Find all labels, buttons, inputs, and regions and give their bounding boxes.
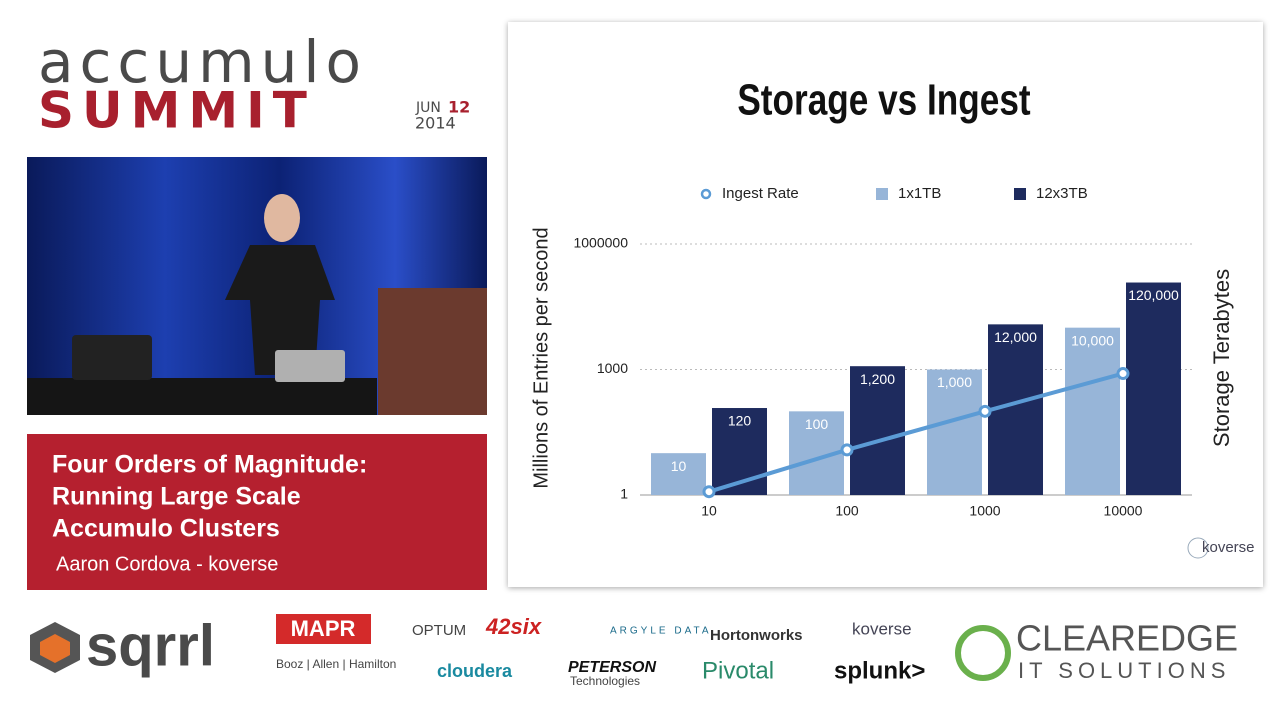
sponsor: Hortonworks [710, 627, 803, 644]
sponsor: MAPR [291, 616, 356, 641]
legend-label: 1x1TB [898, 185, 941, 202]
talk-title: Four Orders of Magnitude: [52, 451, 367, 479]
line-point [702, 485, 716, 499]
sponsors: sqrrl MAPR OPTUM 42six ARGYLE DATA Horto… [30, 613, 1238, 688]
summit-line1: accumulo [38, 28, 367, 96]
talk-title: Accumulo Clusters [52, 515, 280, 543]
sponsor: 42six [485, 614, 542, 639]
talk-speaker: Aaron Cordova - koverse [56, 553, 278, 575]
chart-title: Storage vs Ingest [737, 76, 1030, 125]
x-tick-label: 1000 [969, 503, 1000, 519]
y-tick-label: 1 [620, 486, 628, 502]
line-point [840, 443, 854, 457]
sponsor: koverse [852, 619, 912, 638]
legend-label: Ingest Rate [722, 185, 799, 202]
line [708, 371, 1124, 494]
sponsor: Booz | Allen | Hamilton [276, 657, 396, 671]
bar [1065, 327, 1120, 495]
sponsor: PETERSON [568, 659, 656, 676]
clearedge-icon [955, 625, 1011, 681]
summit-year: 2014 [415, 114, 456, 133]
sponsor: sqrrl [86, 613, 215, 678]
value-label: 120,000 [1128, 287, 1179, 303]
value-label: 100 [805, 416, 829, 432]
value-label: 120 [728, 413, 752, 429]
y-tick-label: 1000 [597, 360, 628, 376]
chart-logo: koverse [1202, 539, 1255, 556]
sponsor: splunk> [834, 657, 925, 684]
y2-axis-label: Storage Terabytes [1209, 269, 1234, 447]
sponsor: cloudera [437, 661, 513, 681]
legend-marker [876, 188, 888, 200]
sponsor: Technologies [570, 674, 640, 688]
line-point [1116, 367, 1130, 381]
bar [1126, 282, 1181, 495]
y-tick-label: 1000000 [573, 235, 628, 251]
talk-box [27, 434, 487, 590]
sponsor-box [276, 614, 371, 644]
sponsor: Pivotal [702, 657, 774, 684]
summit-line2: SUMMIT [38, 82, 315, 140]
sponsor: OPTUM [412, 622, 466, 639]
talk-title: Running Large Scale [52, 483, 301, 511]
summit-day: 12 [448, 98, 470, 117]
video [27, 157, 487, 415]
value-label: 1,000 [937, 374, 972, 390]
legend-label: 12x3TB [1036, 185, 1088, 202]
value-label: 12,000 [994, 329, 1037, 345]
sponsor: IT SOLUTIONS [1018, 658, 1230, 683]
value-label: 10,000 [1071, 332, 1114, 348]
summit-month: JUN [415, 100, 441, 116]
x-tick-label: 10000 [1104, 503, 1143, 519]
logo-icon [1187, 537, 1209, 559]
legend-marker [700, 188, 712, 200]
y-axis-label: Millions of Entries per second [530, 227, 552, 488]
value-label: 10 [671, 458, 687, 474]
sponsor: ARGYLE DATA [610, 626, 712, 637]
bar [927, 369, 982, 495]
value-label: 1,200 [860, 371, 895, 387]
x-tick-label: 100 [835, 503, 859, 519]
x-tick-label: 10 [701, 503, 717, 519]
bar [651, 453, 706, 495]
sponsor: CLEAREDGE [1016, 618, 1238, 659]
bar [850, 366, 905, 495]
legend-marker [1014, 188, 1026, 200]
line-point [978, 404, 992, 418]
sqrrl-icon [40, 634, 70, 663]
